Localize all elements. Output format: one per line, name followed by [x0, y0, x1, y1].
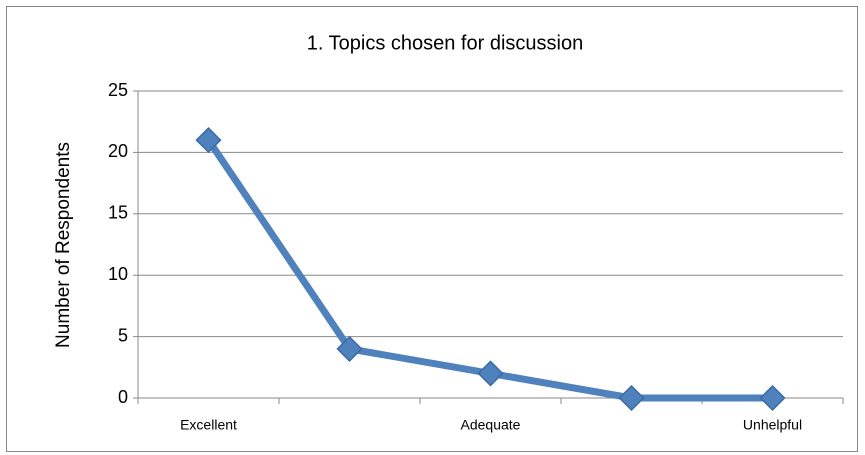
chart-border	[6, 6, 858, 452]
x-tick-label: Adequate	[461, 417, 521, 433]
x-tick-label: Excellent	[180, 417, 237, 433]
marker	[759, 384, 786, 412]
y-tick-label: 20	[108, 141, 128, 161]
marker	[195, 127, 222, 154]
chart-title: 1. Topics chosen for discussion	[307, 32, 583, 54]
marker	[336, 335, 363, 362]
y-tick-label: 0	[118, 387, 128, 407]
y-tick-label: 25	[108, 80, 128, 100]
y-tick-label: 5	[118, 325, 128, 345]
y-tick-label: 15	[108, 203, 128, 223]
x-tick-label: Unhelpful	[743, 417, 802, 433]
y-axis-label: Number of Respondents	[53, 142, 74, 348]
marker	[477, 360, 504, 387]
marker	[618, 384, 645, 412]
y-tick-label: 10	[108, 264, 128, 284]
